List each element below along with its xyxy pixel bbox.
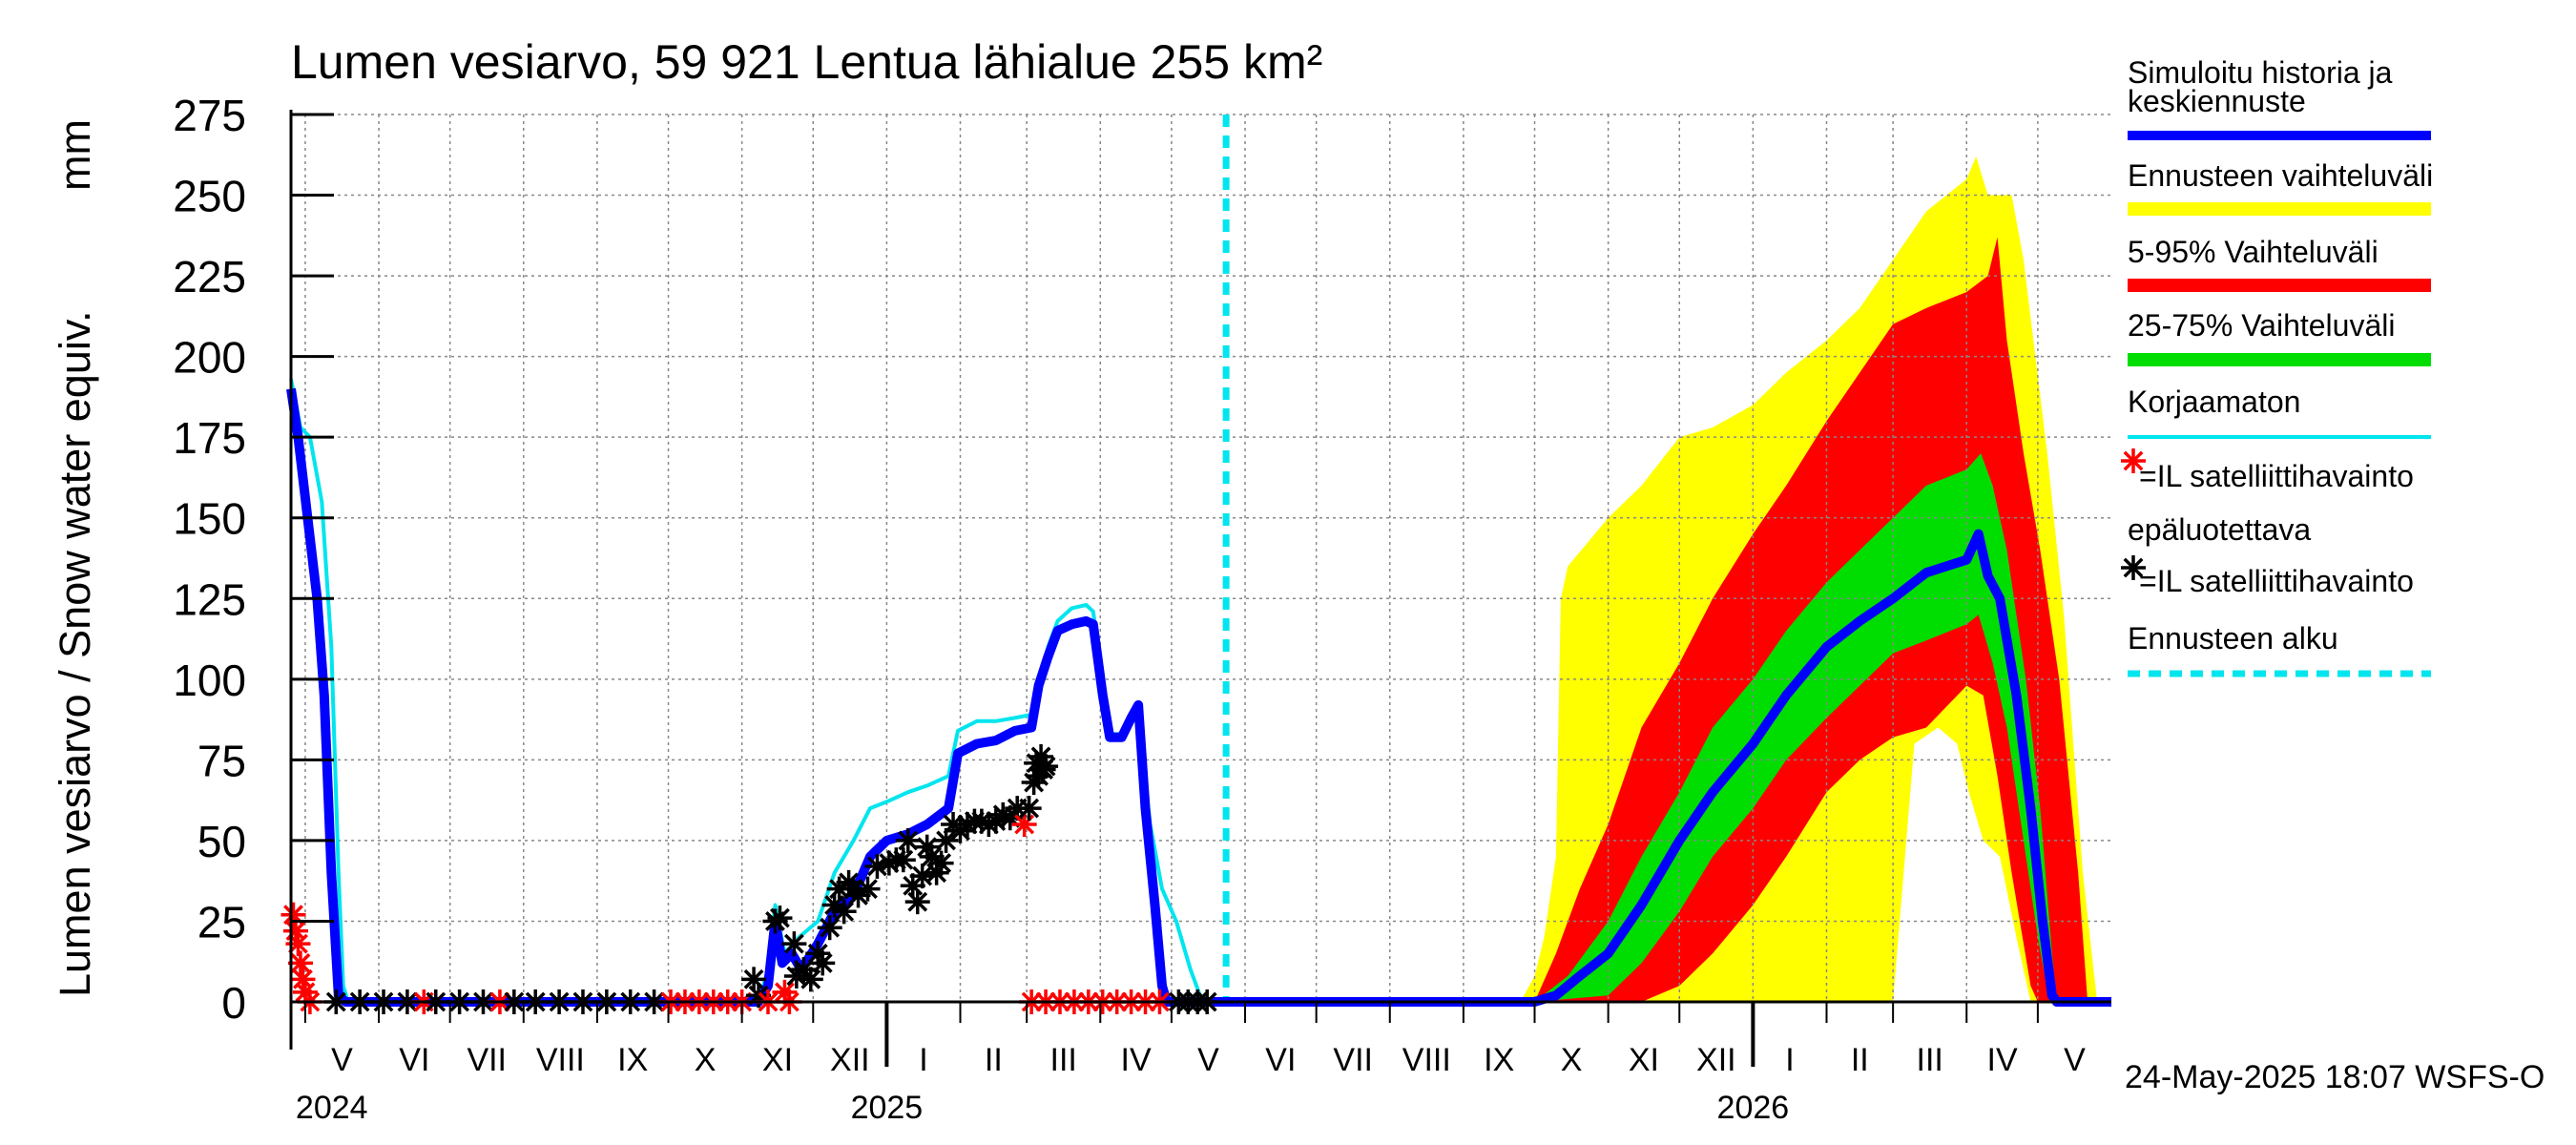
observation-star <box>741 967 767 992</box>
month-label: VI <box>1265 1042 1296 1078</box>
y-tick-label: 225 <box>173 252 246 302</box>
y-axis-label: Lumen vesiarvo / Snow water equiv. <box>51 310 99 997</box>
month-label: XI <box>1629 1042 1659 1078</box>
observation-star <box>798 967 823 992</box>
month-label: IX <box>617 1042 648 1078</box>
grid <box>291 114 2111 1002</box>
month-label: VIII <box>536 1042 585 1078</box>
legend-label: Simuloitu historia ja <box>2128 55 2393 90</box>
y-tick-label: 250 <box>173 172 246 221</box>
legend-swatch-5-95 <box>2128 279 2431 292</box>
observation-star-unreliable <box>280 902 306 927</box>
month-label: X <box>1561 1042 1583 1078</box>
observation-star-unreliable <box>287 950 313 976</box>
observation-star <box>904 889 930 915</box>
month-label: IX <box>1484 1042 1514 1078</box>
month-label: II <box>985 1042 1003 1078</box>
chart-title: Lumen vesiarvo, 59 921 Lentua lähialue 2… <box>291 35 1322 89</box>
y-tick-label: 150 <box>173 494 246 544</box>
y-tick-label: 175 <box>173 413 246 463</box>
y-axis-unit: mm <box>51 119 99 191</box>
observation-star <box>831 899 857 925</box>
observation-star <box>767 906 793 931</box>
y-tick-label: 50 <box>197 817 246 866</box>
observation-star <box>928 850 954 876</box>
year-label: 2025 <box>851 1090 924 1126</box>
month-label: III <box>1050 1042 1077 1078</box>
legend-label: Korjaamaton <box>2128 385 2300 419</box>
month-label: V <box>331 1042 353 1078</box>
month-label: I <box>1785 1042 1794 1078</box>
month-label: V <box>1197 1042 1219 1078</box>
month-label: VII <box>1333 1042 1373 1078</box>
legend-label: Ennusteen vaihteluväli <box>2128 158 2433 193</box>
y-tick-label: 200 <box>173 333 246 383</box>
series-line-simulated <box>286 387 2111 1007</box>
month-label: X <box>695 1042 717 1078</box>
month-label: IV <box>1121 1042 1152 1078</box>
month-label: V <box>2064 1042 2086 1078</box>
y-tick-label: 125 <box>173 574 246 624</box>
month-label: VI <box>399 1042 429 1078</box>
legend-label: keskiennuste <box>2128 84 2306 118</box>
year-label: 2024 <box>296 1090 368 1126</box>
legend-label: =IL satelliittihavainto <box>2139 564 2414 598</box>
observation-star <box>781 931 807 957</box>
legend-label: =IL satelliittihavainto <box>2139 459 2414 493</box>
legend-label: epäluotettava <box>2128 512 2311 547</box>
observation-star <box>817 915 842 941</box>
observation-star-unreliable <box>1011 812 1037 837</box>
footer-timestamp: 24-May-2025 18:07 WSFS-O <box>2125 1059 2545 1095</box>
month-label: III <box>1917 1042 1943 1078</box>
month-label: VIII <box>1402 1042 1451 1078</box>
legend-star-reliable <box>2121 555 2146 580</box>
legend-star-unreliable <box>2121 448 2146 473</box>
legend-swatch-25-75 <box>2128 353 2431 366</box>
month-label: VII <box>467 1042 507 1078</box>
y-tick-label: 275 <box>173 91 246 140</box>
legend-label: 5-95% Vaihteluväli <box>2128 235 2379 269</box>
month-label: II <box>1851 1042 1869 1078</box>
observation-star <box>855 876 881 902</box>
month-label: XI <box>762 1042 793 1078</box>
observation-star <box>1016 796 1042 822</box>
legend-label: Ennusteen alku <box>2128 621 2338 656</box>
month-label: XII <box>830 1042 870 1078</box>
y-tick-label: 25 <box>197 897 246 947</box>
observation-star-unreliable <box>285 931 311 957</box>
legend-label: 25-75% Vaihteluväli <box>2128 308 2395 343</box>
y-tick-label: 100 <box>173 656 246 705</box>
legend-swatch-range <box>2128 202 2431 216</box>
month-label: I <box>919 1042 927 1078</box>
y-tick-label: 75 <box>197 736 246 785</box>
month-label: IV <box>1987 1042 2018 1078</box>
month-label: XII <box>1696 1042 1736 1078</box>
y-tick-label: 0 <box>221 978 246 1028</box>
observation-star <box>890 847 916 873</box>
year-label: 2026 <box>1717 1090 1790 1126</box>
observation-star <box>1033 754 1059 780</box>
observation-star <box>810 950 836 976</box>
observation-star <box>895 827 921 853</box>
